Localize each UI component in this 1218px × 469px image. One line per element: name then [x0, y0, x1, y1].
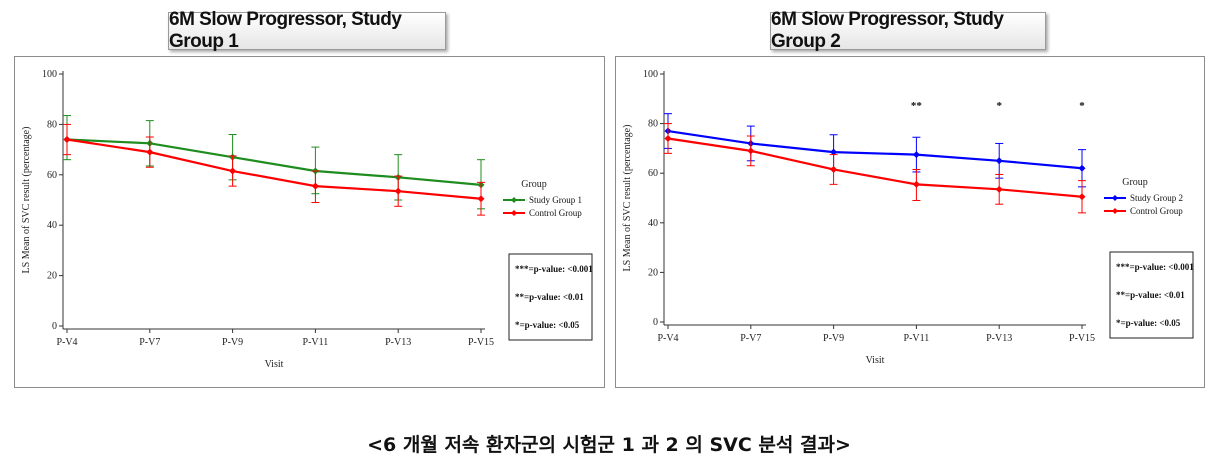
data-point-marker [477, 195, 485, 203]
y-tick-label: 20 [648, 267, 658, 278]
pvalue-note: **=p-value: <0.01 [1116, 290, 1185, 300]
x-tick-label: P-V15 [468, 337, 494, 348]
data-point-marker [995, 185, 1003, 193]
y-tick-label: 40 [648, 218, 658, 229]
legend-swatch-marker [511, 210, 517, 216]
legend-swatch-marker [1112, 208, 1118, 214]
data-point-marker [1078, 164, 1086, 172]
series-line [66, 138, 482, 200]
x-tick-label: P-V9 [823, 333, 844, 344]
x-axis-label: Visit [866, 355, 885, 366]
pvalue-legend-box [508, 253, 593, 341]
legend-label: Study Group 1 [529, 195, 582, 205]
pvalue-note: *=p-value: <0.05 [1116, 318, 1181, 328]
y-tick-label: 40 [47, 220, 57, 231]
pvalue-legend-box [1109, 251, 1194, 339]
data-point-marker [912, 151, 920, 159]
pvalue-note: *=p-value: <0.05 [515, 320, 580, 330]
y-axis-label: LS Mean of SVC result (percentage) [622, 125, 633, 272]
y-tick-label: 0 [52, 321, 57, 332]
x-tick-label: P-V13 [986, 333, 1012, 344]
series-line [667, 137, 1083, 198]
legend-title: Group [1122, 177, 1148, 188]
x-tick-label: P-V15 [1069, 333, 1095, 344]
data-point-marker [830, 148, 838, 156]
y-tick-label: 100 [42, 69, 57, 80]
data-point-marker [1078, 193, 1086, 201]
significance-marker: * [996, 100, 1002, 112]
y-tick-label: 20 [47, 271, 57, 282]
chart-1-svg: 0 20 40 60 80 100 P-V4 P-V7 P-V9 P-V11 P-V13 P-V15 V… [21, 69, 593, 370]
legend-swatch-marker [511, 197, 517, 203]
significance-marker: * [1079, 100, 1085, 112]
series-line [667, 129, 1083, 170]
significance-marker: ** [911, 100, 923, 112]
legend-label: Control Group [1130, 206, 1183, 216]
x-tick-label: P-V13 [385, 337, 411, 348]
pvalue-note: ***=p-value: <0.001 [515, 264, 593, 274]
legend-label: Study Group 2 [1130, 193, 1183, 203]
y-tick-label: 60 [648, 168, 658, 179]
y-tick-label: 0 [653, 317, 658, 328]
data-point-marker [394, 187, 402, 195]
legend-title: Group [521, 179, 547, 190]
x-tick-label: P-V11 [303, 337, 329, 348]
data-point-marker [995, 157, 1003, 165]
data-point-marker [229, 167, 237, 175]
x-tick-label: P-V9 [222, 337, 243, 348]
chart-2-title: 6M Slow Progressor, Study Group 2 [770, 9, 1046, 52]
figure-caption: <6 개월 저속 환자군의 시험군 1 과 2 의 SVC 분석 결과> [367, 434, 851, 456]
chart-panel-study-group-2: 0 20 40 60 80 100 P-V4 P-V7 P-V9 P-V11 P-V13 P-V15 V… [615, 56, 1205, 388]
x-tick-label: P-V7 [740, 333, 761, 344]
series-line [66, 138, 482, 186]
x-tick-label: P-V11 [904, 333, 930, 344]
x-tick-label: P-V4 [56, 337, 77, 348]
chart-panel-study-group-1: 0 20 40 60 80 100 P-V4 P-V7 P-V9 P-V11 P-V13 P-V15 V… [14, 56, 605, 388]
data-point-marker [830, 165, 838, 173]
data-point-marker [311, 182, 319, 190]
data-point-marker [912, 180, 920, 188]
legend-swatch-marker [1112, 195, 1118, 201]
chart-1-title: 6M Slow Progressor, Study Group 1 [168, 9, 446, 52]
data-point-marker [63, 136, 71, 144]
y-tick-label: 60 [47, 170, 57, 181]
y-axis-label: LS Mean of SVC result (percentage) [21, 127, 32, 274]
y-tick-label: 100 [643, 69, 658, 80]
chart-2-svg: 0 20 40 60 80 100 P-V4 P-V7 P-V9 P-V11 P-V13 P-V15 V… [622, 69, 1194, 366]
x-tick-label: P-V4 [657, 333, 678, 344]
pvalue-note: ***=p-value: <0.001 [1116, 262, 1194, 272]
legend-label: Control Group [529, 208, 582, 218]
data-point-marker [146, 148, 154, 156]
x-axis-label: Visit [265, 359, 284, 370]
x-tick-label: P-V7 [139, 337, 160, 348]
y-tick-label: 80 [47, 119, 57, 130]
pvalue-note: **=p-value: <0.01 [515, 292, 584, 302]
data-point-marker [664, 134, 672, 142]
y-tick-label: 80 [648, 119, 658, 130]
data-point-marker [747, 147, 755, 155]
